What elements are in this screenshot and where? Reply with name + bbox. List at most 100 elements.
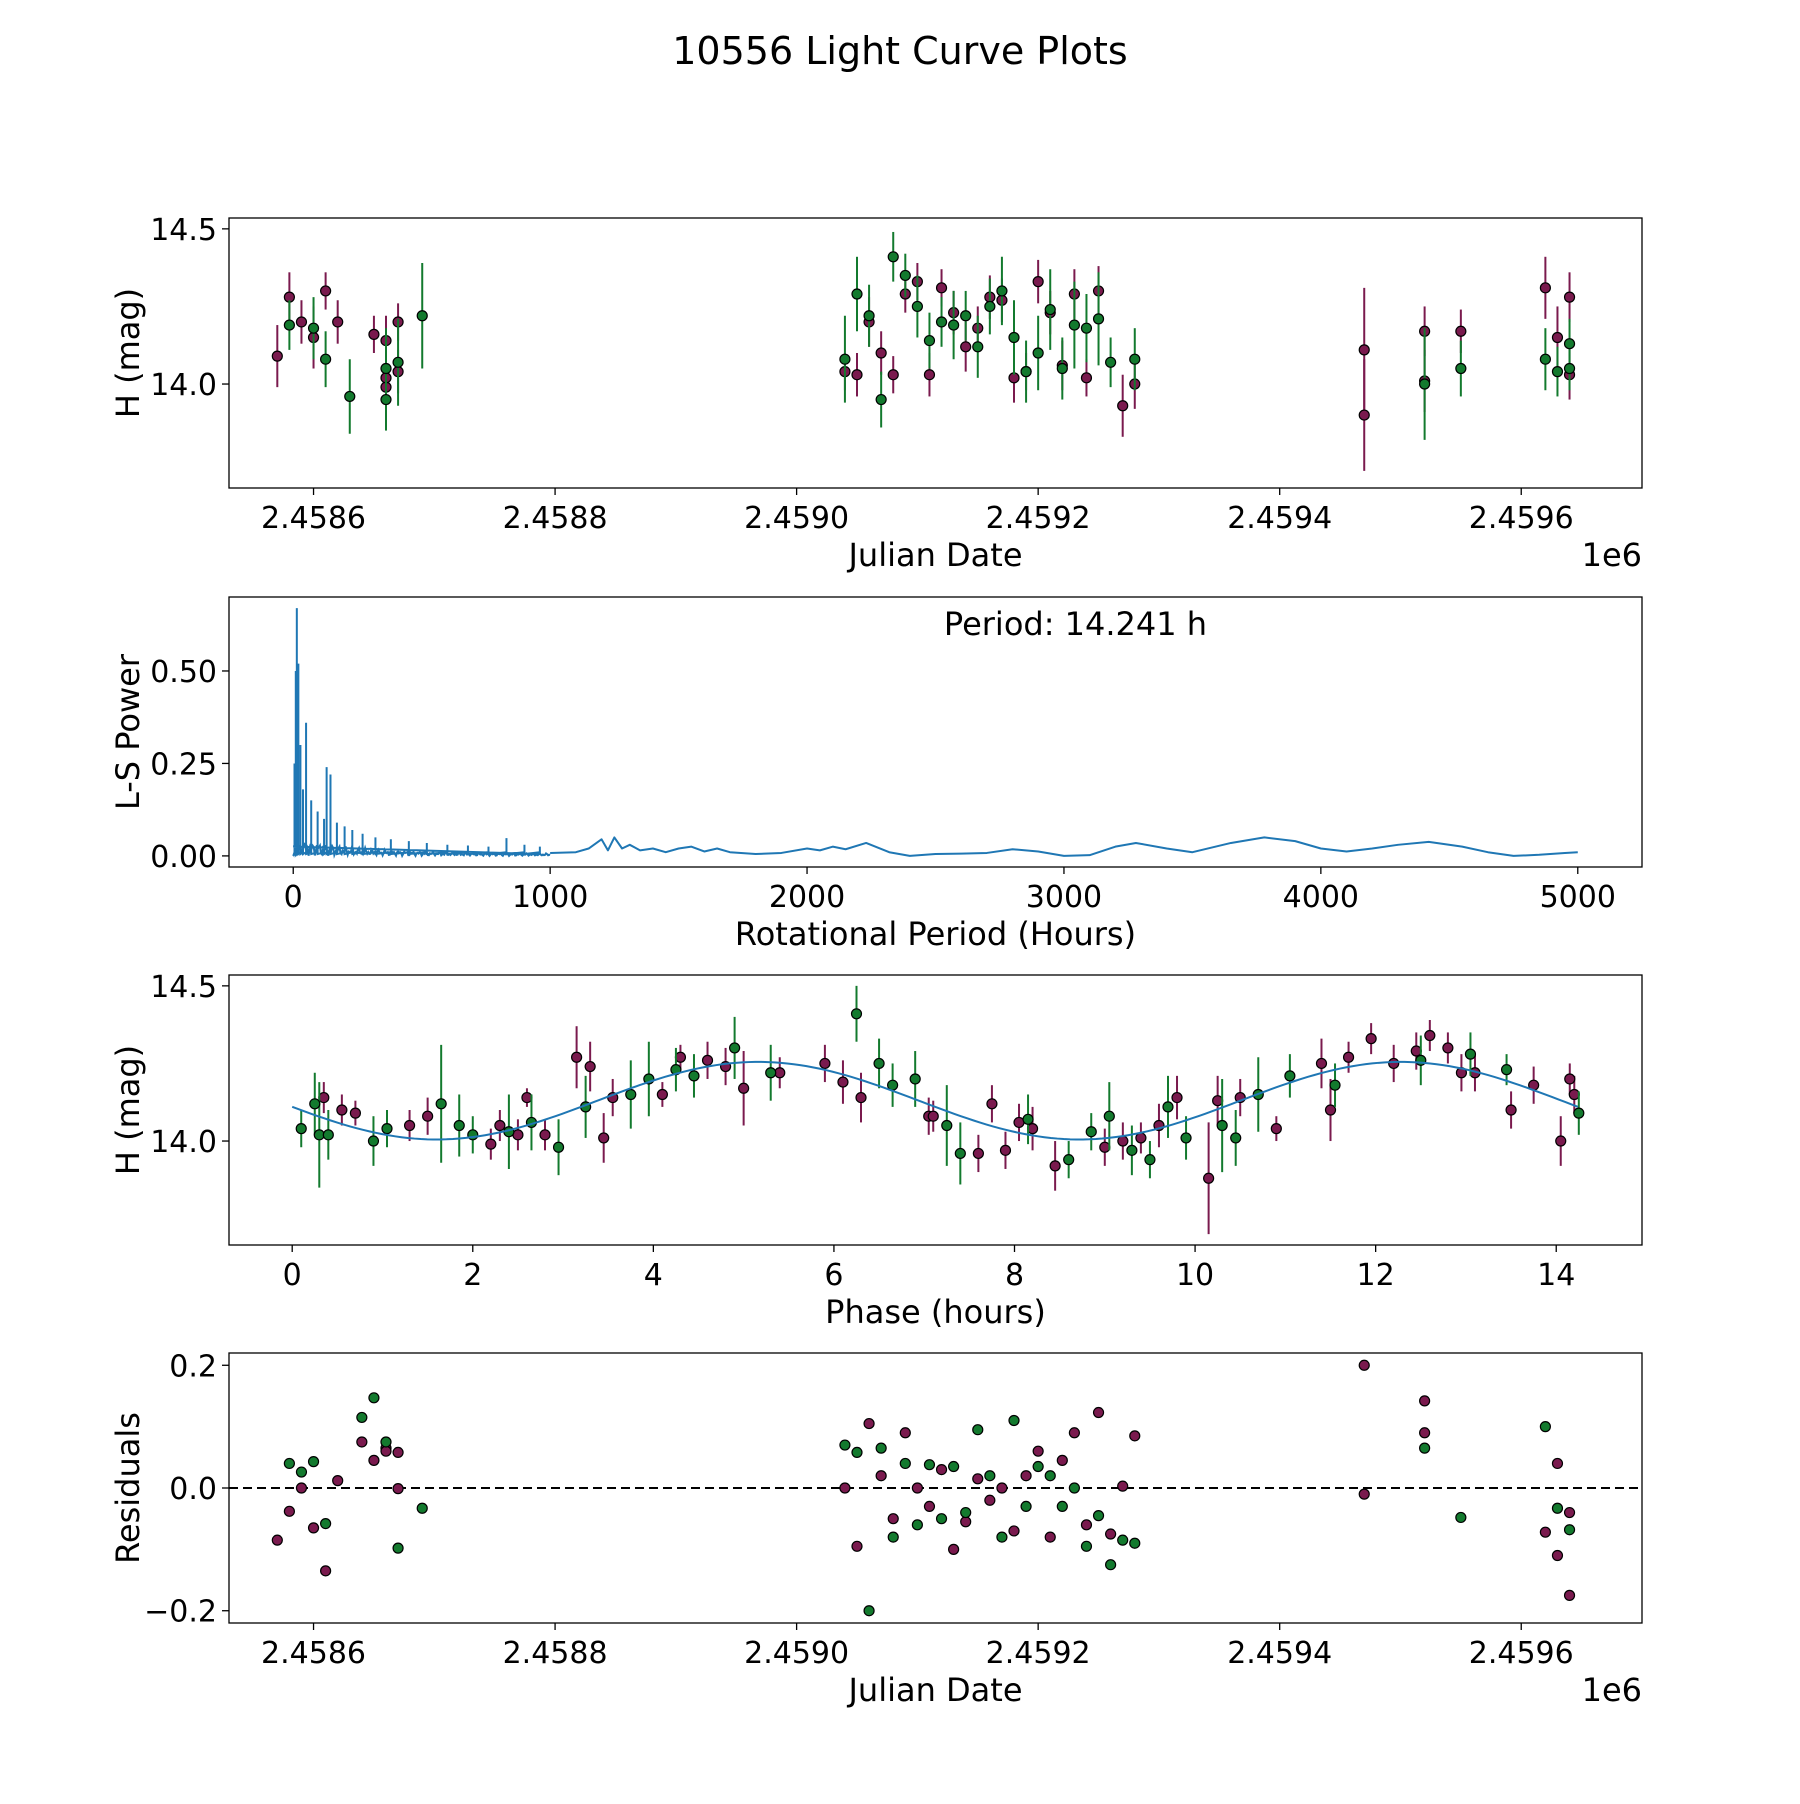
x-tick-label: 2.4594 [1227,1636,1332,1671]
data-point [839,1439,851,1451]
data-point [851,288,863,300]
data-point [875,393,887,406]
data-point [954,1147,966,1160]
data-point [320,285,332,297]
data-point [392,1446,404,1459]
data-point [1080,322,1093,334]
data-point [1126,1144,1138,1156]
panel-light-curve: 2.4586 2.4588 2.4590 2.4592 2.4594 2.4596 14.0… [109,213,1643,574]
data-point [494,1119,506,1132]
data-point [1284,1070,1296,1082]
figure-title: 10556 Light Curve Plots [672,29,1127,73]
data-point [996,1482,1008,1494]
data-point [1388,1057,1400,1070]
series-filter-g [283,1392,1576,1617]
data-point [571,1051,583,1063]
series-filter-g [295,985,1585,1188]
data-point [1358,1488,1370,1500]
data-point [875,347,887,359]
data-point [935,282,948,294]
x-tick-label: 2 [463,1258,482,1293]
y-tick-label: 0.00 [150,840,217,875]
data-point [911,1482,923,1494]
data-point [1551,1549,1564,1562]
data-point [368,1454,380,1466]
data-point [1539,1526,1551,1538]
data-point [1358,409,1370,421]
data-point [960,1516,972,1528]
y-tick-label: 0.0 [169,1472,217,1507]
x-tick-label: 4 [644,1258,663,1293]
x-tick-label: 2.4590 [744,501,849,536]
periodogram-line [550,836,1578,857]
data-point [996,285,1008,297]
data-point [625,1088,637,1101]
data-point [318,1091,330,1104]
y-tick-label: 0.25 [150,747,217,782]
data-point [1080,1519,1093,1531]
data-point [367,1135,380,1147]
data-point [356,1436,368,1448]
data-point [1410,1045,1422,1057]
data-point [911,1519,923,1531]
data-point [1573,1107,1585,1119]
data-point [996,1531,1008,1543]
data-point [295,1466,308,1478]
data-point [1092,1406,1105,1419]
data-point [984,1494,996,1506]
data-point [1068,319,1080,331]
data-point [307,1522,320,1534]
x-tick-label: 2.4596 [1469,1636,1574,1671]
data-point [1358,344,1370,356]
data-point [1424,1029,1436,1042]
data-point [283,1505,295,1517]
data-point [887,251,899,263]
data-point [1129,353,1141,365]
x-tick-label: 2.4594 [1227,501,1332,536]
panel-residuals: 2.4586 2.4588 2.4590 2.4592 2.4594 2.4596 −0.2… [109,1349,1643,1709]
data-point [1358,1359,1370,1371]
data-point [584,1060,596,1073]
data-point [1117,1480,1129,1492]
y-tick-label: 14.5 [150,213,217,248]
data-point [1419,378,1431,390]
data-point [1080,1540,1093,1552]
data-point [271,1534,283,1546]
data-point [972,1424,984,1436]
data-point [729,1042,741,1054]
data-point [1539,1421,1551,1433]
x-tick-label: 0 [283,1258,302,1293]
x-tick-label: 5000 [1540,880,1616,915]
data-point [1505,1104,1517,1116]
data-point [380,393,392,406]
data-point [935,1513,948,1525]
data-point [999,1144,1012,1156]
y-tick-label: 14.0 [150,1125,217,1160]
data-point [1022,1113,1034,1125]
data-point [1026,1123,1039,1135]
data-point [1103,1110,1115,1122]
data-point [392,1483,404,1495]
data-point [1032,1460,1044,1473]
data-point [1092,1510,1105,1522]
data-point [1212,1095,1224,1107]
data-point [839,353,851,365]
data-point [819,1057,831,1070]
y-tick-label: 0.2 [169,1349,217,1384]
data-point [1563,291,1576,303]
data-point [392,1542,404,1554]
x-tick-label: 2.4592 [986,501,1091,536]
series-filter-g [283,231,1576,440]
data-point [935,316,948,328]
period-annotation: Period: 14.241 h [944,605,1207,643]
data-point [283,1457,295,1470]
data-point [1555,1135,1567,1147]
y-axis-label: H (mag) [109,288,147,418]
data-point [948,1460,960,1473]
data-point [1020,366,1032,378]
data-point [851,1540,863,1552]
data-point [960,341,972,353]
data-point [435,1098,447,1110]
data-point [356,1411,368,1424]
data-point [1563,1506,1576,1519]
